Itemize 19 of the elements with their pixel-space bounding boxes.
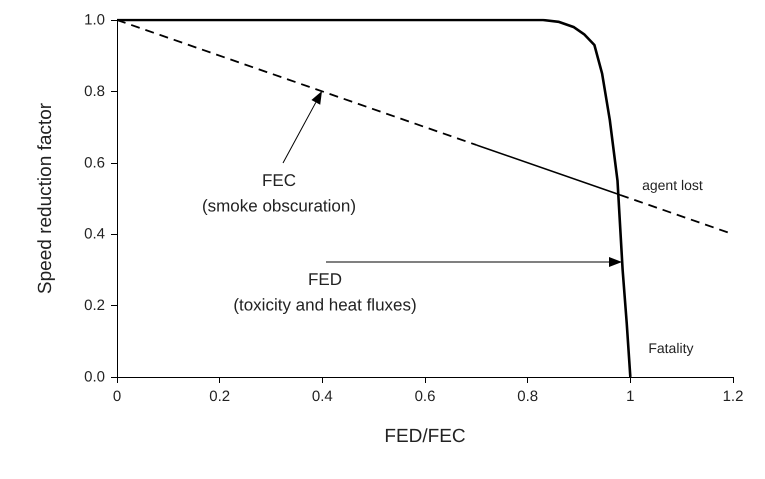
y-tick-label: 1.0 bbox=[84, 12, 105, 28]
x-tick-label: 0.2 bbox=[209, 388, 230, 405]
x-tick-label: 0 bbox=[112, 388, 122, 405]
y-tick-label: 0.0 bbox=[84, 368, 105, 386]
x-tick-label: 0.6 bbox=[414, 388, 436, 405]
x-tick-label: 0.4 bbox=[312, 388, 333, 405]
annotation: Fatality bbox=[648, 340, 694, 356]
x-tick-label: 1.2 bbox=[722, 388, 744, 405]
x-axis-title: FED/FEC bbox=[384, 426, 466, 447]
x-tick-label: 0.8 bbox=[517, 388, 538, 405]
y-tick-label: 0.8 bbox=[84, 82, 105, 100]
annotation: agent lost bbox=[642, 176, 703, 193]
x-tick-label: 1 bbox=[626, 388, 635, 405]
annotation: FED (toxicity and heat fluxes) bbox=[233, 270, 417, 314]
y-tick-label: 0.6 bbox=[84, 154, 105, 172]
y-tick-label: 0.4 bbox=[84, 226, 105, 243]
y-axis-title: Speed reduction factor bbox=[35, 102, 56, 294]
y-tick-label: 0.2 bbox=[84, 297, 105, 314]
annotation: FEC (smoke obscuration) bbox=[202, 170, 356, 216]
